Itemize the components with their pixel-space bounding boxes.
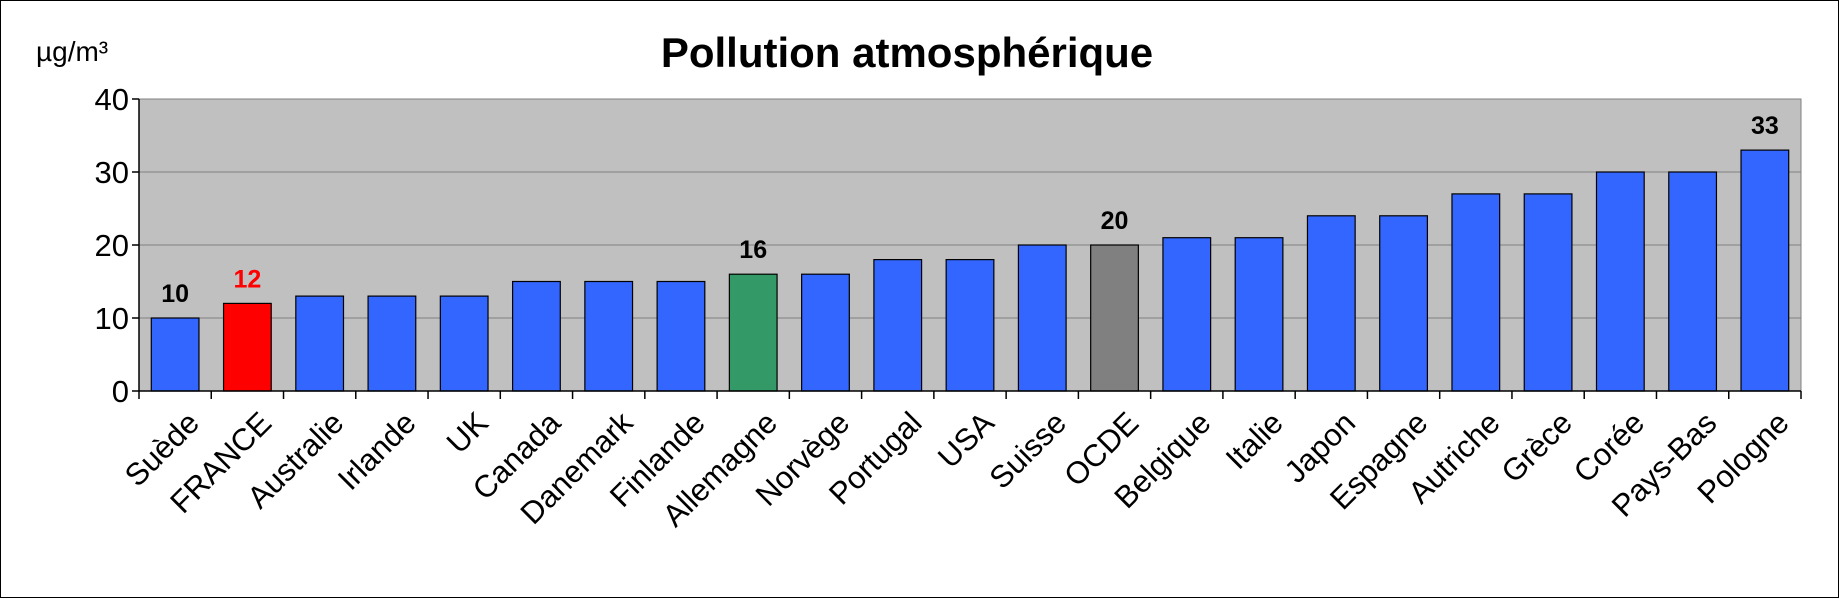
bar-coree — [1595, 171, 1645, 392]
data-label-ocde: 20 — [1101, 207, 1129, 235]
bar-uk — [439, 295, 489, 392]
category-label-suisse: Suisse — [983, 405, 1074, 496]
bar-finlande — [656, 280, 706, 392]
bar-suede — [150, 317, 200, 392]
bar-pays-bas — [1668, 171, 1718, 392]
data-labels: 10 12 16 20 33 — [161, 112, 1779, 308]
category-label-irlande: Irlande — [331, 405, 423, 497]
data-label-allemagne: 16 — [739, 236, 767, 264]
y-tick-label: 30 — [95, 155, 129, 190]
bar-australie — [295, 295, 345, 392]
y-tick-label: 40 — [95, 82, 129, 117]
data-label-france: 12 — [233, 265, 261, 293]
bar-danemark — [584, 280, 634, 392]
bar-irlande — [367, 295, 417, 392]
bar-portugal — [873, 259, 923, 392]
bar-allemagne — [728, 273, 778, 392]
y-tick-label: 10 — [95, 301, 129, 336]
bar-ocde — [1090, 244, 1139, 392]
category-label-uk: UK — [440, 405, 495, 460]
y-tick-label: 0 — [112, 374, 129, 409]
category-label-grece: Grèce — [1494, 405, 1578, 489]
y-axis-unit-label: µg/m³ — [36, 36, 108, 67]
bars — [150, 149, 1790, 392]
data-label-suede: 10 — [161, 280, 189, 308]
bar-usa — [945, 259, 995, 392]
bar-italie — [1234, 237, 1284, 392]
chart-title: Pollution atmosphérique — [661, 29, 1153, 76]
bar-grece — [1523, 193, 1573, 392]
bar-france — [222, 302, 272, 392]
bar-pologne — [1740, 149, 1790, 392]
bar-japon — [1306, 215, 1356, 392]
y-tick-label: 20 — [95, 228, 129, 263]
bar-suisse — [1017, 244, 1067, 392]
y-tick-labels: 0 10 20 30 40 — [95, 82, 129, 409]
bar-belgique — [1162, 237, 1212, 392]
bar-espagne — [1379, 215, 1429, 392]
axes — [132, 98, 1802, 399]
bar-autriche — [1451, 193, 1501, 392]
bar-norvege — [801, 273, 850, 392]
data-label-pologne: 33 — [1751, 112, 1779, 140]
bar-canada — [511, 280, 561, 392]
